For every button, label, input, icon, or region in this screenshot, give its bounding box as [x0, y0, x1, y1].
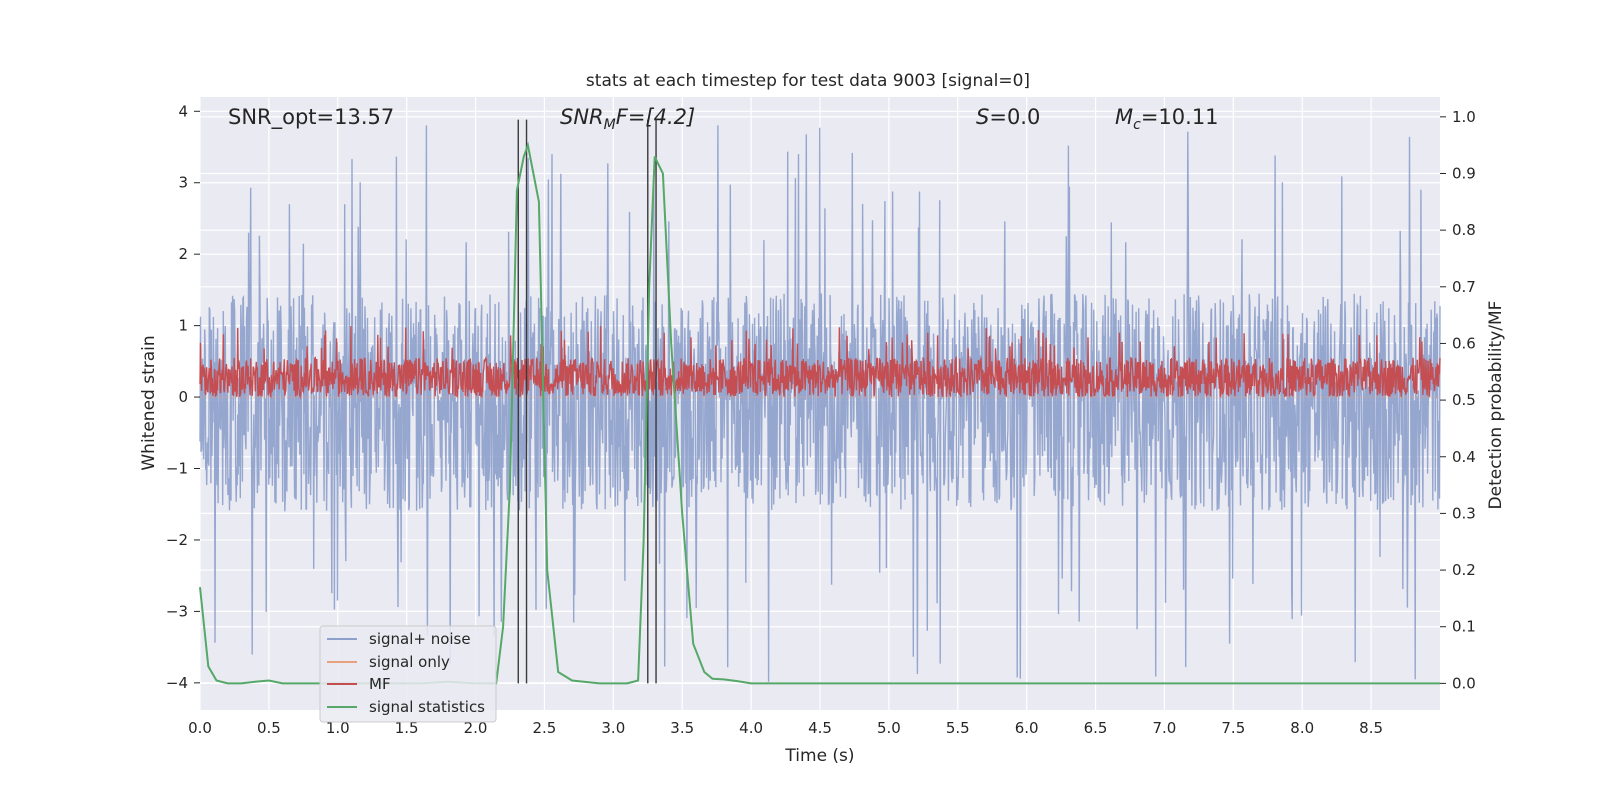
x-tick-label: 5.0 — [877, 719, 901, 737]
y-tick-label: −3 — [166, 602, 188, 620]
legend-box — [319, 625, 497, 723]
x-tick-label: 0.0 — [188, 719, 212, 737]
legend-label-signal-noise: signal+ noise — [369, 630, 471, 648]
x-tick-label: 1.5 — [395, 719, 419, 737]
y-right-tick-label: 0.0 — [1452, 674, 1476, 692]
annotation-mc: Mc=10.11 — [1115, 105, 1219, 133]
x-tick-label: 4.0 — [739, 719, 763, 737]
annotation-snr-opt: SNR_opt=13.57 — [228, 105, 394, 130]
plot-area — [199, 97, 1441, 710]
y-axis-label: Whitened strain — [139, 335, 159, 470]
annotation-mc-value: =10.11 — [1141, 105, 1219, 129]
x-tick-label: 3.0 — [601, 719, 625, 737]
x-tick-label: 3.5 — [670, 719, 694, 737]
y-right-tick-label: 1.0 — [1452, 108, 1476, 126]
x-tick-label: 2.5 — [533, 719, 557, 737]
y-tick-label: 4 — [178, 102, 188, 120]
y-right-tick-label: 0.8 — [1452, 221, 1476, 239]
x-tick-label: 7.5 — [1221, 719, 1245, 737]
y-axis-right-ticks: 1.0 0.9 0.8 0.7 0.6 0.5 0.4 0.3 0.2 0.1 0.0 — [1440, 108, 1476, 692]
x-tick-label: 4.5 — [808, 719, 832, 737]
x-tick-label: 8.0 — [1290, 719, 1314, 737]
x-tick-label: 0.5 — [257, 719, 281, 737]
y-tick-label: −1 — [166, 460, 188, 478]
y-right-tick-label: 0.1 — [1452, 618, 1476, 636]
x-tick-label: 8.5 — [1359, 719, 1383, 737]
y-tick-label: 1 — [178, 317, 188, 335]
y-right-tick-label: 0.3 — [1452, 504, 1476, 522]
series-signal-statistics — [199, 141, 1440, 685]
y-right-tick-label: 0.4 — [1452, 448, 1476, 466]
annotation-snr-mf-subscript: M — [604, 117, 616, 133]
annotation-snr-mf: SNRMF=[4.2] — [560, 105, 695, 133]
series-mf — [199, 325, 1441, 400]
annotation-s-symbol: S — [976, 105, 989, 129]
x-tick-label: 1.0 — [326, 719, 350, 737]
mf-line — [199, 325, 1441, 400]
legend-label-signal-statistics: signal statistics — [369, 698, 485, 716]
y-tick-label: −2 — [166, 531, 188, 549]
y-right-tick-label: 0.7 — [1452, 278, 1476, 296]
y-tick-label: 0 — [178, 388, 188, 406]
legend-label-signal-only: signal only — [369, 653, 450, 671]
y-tick-label: 3 — [178, 174, 188, 192]
annotation-s-value: =0.0 — [989, 105, 1040, 129]
y-axis-right-label: Detection probability/MF — [1486, 301, 1506, 510]
legend: signal+ noise signal only MF signal stat… — [319, 625, 497, 723]
annotations: SNR_opt=13.57 SNRMF=[4.2] S=0.0 Mc=10.11 — [228, 105, 1219, 133]
y-right-tick-label: 0.2 — [1452, 561, 1476, 579]
annotation-mc-symbol: M — [1115, 105, 1133, 129]
y-axis-left-ticks: 4 3 2 1 0 −1 −2 −3 −4 — [166, 102, 200, 692]
y-right-tick-label: 0.6 — [1452, 334, 1476, 352]
vertical-markers — [517, 119, 657, 684]
y-tick-label: −4 — [166, 674, 188, 692]
legend-label-mf: MF — [369, 675, 391, 693]
x-axis-ticks: 0.0 0.5 1.0 1.5 2.0 2.5 3.0 3.5 4.0 4.5 5.0 5.5 6.0 6… — [188, 719, 1383, 737]
annotation-mc-subscript: c — [1133, 117, 1141, 133]
x-tick-label: 6.5 — [1084, 719, 1108, 737]
y-right-tick-label: 0.9 — [1452, 164, 1476, 182]
signal-statistics-line — [199, 141, 1440, 685]
x-tick-label: 7.0 — [1153, 719, 1177, 737]
y-tick-label: 2 — [178, 245, 188, 263]
annotation-s: S=0.0 — [976, 105, 1040, 129]
annotation-snr-mf-symbol: SNR — [560, 105, 604, 129]
chart-title: stats at each timestep for test data 900… — [586, 71, 1030, 91]
annotation-snr-mf-value: F=[4.2] — [616, 105, 695, 129]
x-axis-label: Time (s) — [784, 746, 854, 766]
x-tick-label: 2.0 — [464, 719, 488, 737]
y-right-tick-label: 0.5 — [1452, 391, 1476, 409]
x-tick-label: 5.5 — [946, 719, 970, 737]
x-tick-label: 6.0 — [1015, 719, 1039, 737]
